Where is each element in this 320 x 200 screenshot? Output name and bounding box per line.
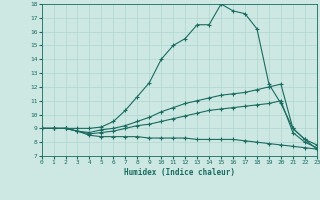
X-axis label: Humidex (Indice chaleur): Humidex (Indice chaleur) (124, 168, 235, 177)
